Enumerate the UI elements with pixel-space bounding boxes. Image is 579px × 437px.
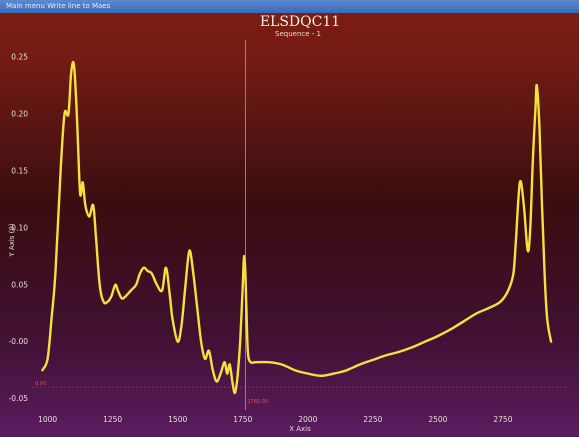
y-tick-label: 0.25 xyxy=(11,53,28,62)
series-line xyxy=(41,60,553,395)
chart-title: ELSDQC11 xyxy=(260,14,340,30)
x-tick-label: 2500 xyxy=(428,415,447,424)
y-tick-label: 0.20 xyxy=(11,110,28,119)
y-tick-label: 0.05 xyxy=(11,280,28,289)
y-tick-label: 0.15 xyxy=(11,166,28,175)
chart-subtitle: Sequence - 1 xyxy=(275,30,321,38)
x-tick-label: 2750 xyxy=(493,415,512,424)
y-axis-label: Y Axis (0) xyxy=(8,223,16,257)
plot-background xyxy=(0,13,579,437)
y-axis-ticks: -0.05 -0.00 0.05 0.10 0.15 0.20 0.25 xyxy=(9,53,29,404)
window-titlebar[interactable]: Main menu Write line to Maes xyxy=(0,0,579,13)
x-tick-label: 1500 xyxy=(168,415,187,424)
x-tick-label: 2250 xyxy=(363,415,382,424)
y-tick-label: -0.00 xyxy=(9,337,29,346)
marker-left-label: 0.00 xyxy=(35,381,46,387)
x-tick-label: 1000 xyxy=(38,415,57,424)
y-tick-label: -0.05 xyxy=(9,394,29,403)
x-tick-label: 1750 xyxy=(233,415,252,424)
x-axis-label: X Axis xyxy=(289,425,311,433)
y-tick-label: 0.10 xyxy=(11,223,28,232)
x-axis-ticks: 1000 1250 1500 1750 2000 2250 2500 2750 xyxy=(38,415,513,424)
marker-center-label: 1760.00 xyxy=(247,399,268,405)
x-tick-label: 1250 xyxy=(103,415,122,424)
x-tick-label: 2000 xyxy=(298,415,317,424)
